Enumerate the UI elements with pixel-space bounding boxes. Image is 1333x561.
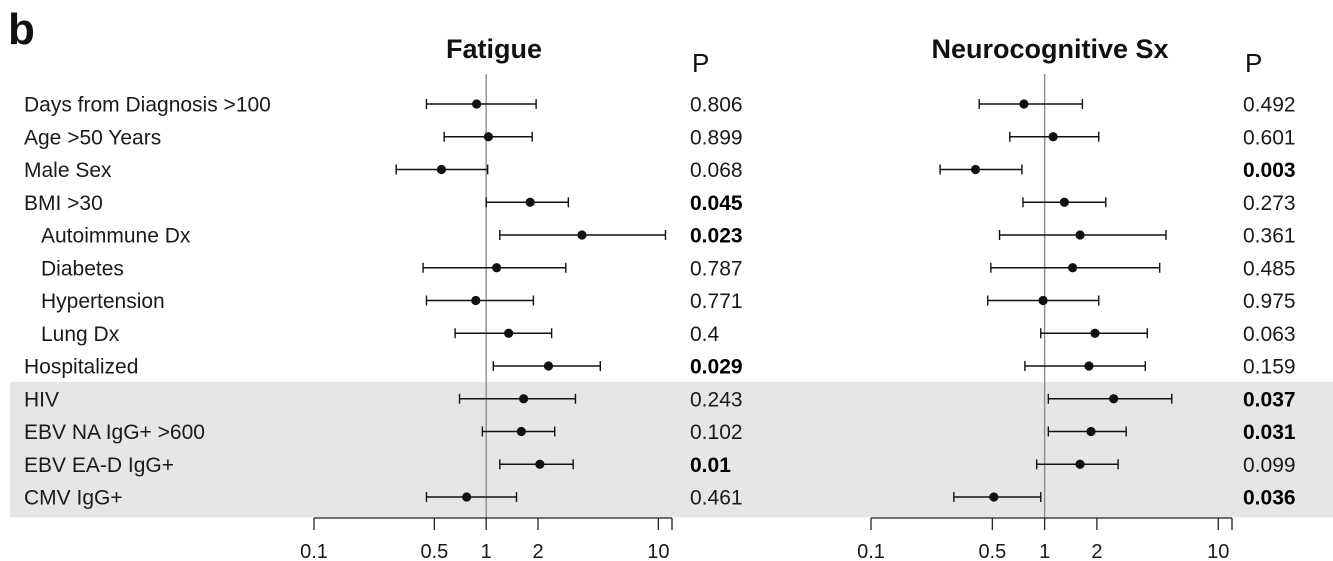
row-labels: Days from Diagnosis >100 Age >50 Years Mal… <box>24 94 271 510</box>
chart-title: Neurocognitive Sx <box>931 34 1168 64</box>
x-tick-label: 0.1 <box>857 541 885 561</box>
p-value: 0.01 <box>690 454 731 477</box>
point-estimate <box>577 230 587 240</box>
p-value: 0.787 <box>690 257 743 280</box>
p-value: 0.068 <box>690 159 743 182</box>
point-estimate <box>1109 394 1119 404</box>
chart-title: Fatigue <box>446 34 542 64</box>
row-label: CMV IgG+ <box>24 487 123 510</box>
p-value: 0.492 <box>1243 94 1296 117</box>
p-value: 0.003 <box>1243 159 1296 182</box>
p-value-header: P <box>1245 48 1262 78</box>
row-label: HIV <box>24 388 59 411</box>
row-label: Days from Diagnosis >100 <box>24 94 271 117</box>
point-estimate <box>1084 361 1094 371</box>
row-label: BMI >30 <box>24 192 103 215</box>
row-label: Lung Dx <box>41 323 120 346</box>
p-value: 0.045 <box>690 192 743 215</box>
point-estimate <box>516 426 526 437</box>
p-value: 0.771 <box>690 290 743 313</box>
p-value: 0.601 <box>1243 126 1296 149</box>
p-value: 0.361 <box>1243 225 1296 248</box>
point-estimate <box>1019 99 1029 109</box>
shaded-band <box>10 381 1333 518</box>
p-value: 0.159 <box>1243 356 1296 379</box>
p-value: 0.485 <box>1243 257 1296 280</box>
point-estimate <box>471 295 481 306</box>
point-estimate <box>1075 459 1085 469</box>
p-value: 0.273 <box>1243 192 1296 215</box>
row-label: Hospitalized <box>24 356 138 379</box>
point-estimate <box>519 394 529 404</box>
shaded-biomarker-band <box>10 381 1333 518</box>
p-value-header: P <box>692 48 709 78</box>
p-value: 0.031 <box>1243 421 1296 444</box>
point-estimate <box>1068 263 1078 273</box>
p-value: 0.099 <box>1243 454 1296 477</box>
p-value: 0.036 <box>1243 487 1296 510</box>
point-estimate <box>1048 132 1058 142</box>
row-label: Diabetes <box>41 257 124 280</box>
panel-label: b <box>8 5 35 54</box>
row-label: EBV NA IgG+ >600 <box>24 421 205 444</box>
point-estimate <box>989 492 999 502</box>
p-value: 0.023 <box>690 225 743 248</box>
row-label: Autoimmune Dx <box>41 225 191 248</box>
p-value: 0.243 <box>690 388 743 411</box>
x-tick-label: 0.5 <box>420 541 448 561</box>
neurocognitive-panel: Neurocognitive Sx P 0.1 0.5 1 2 10 0.492 0.601 0.… <box>857 34 1296 561</box>
x-tick-label: 10 <box>647 541 669 561</box>
point-estimate <box>462 492 472 502</box>
x-tick-label: 2 <box>532 541 543 561</box>
p-value: 0.063 <box>1243 323 1296 346</box>
x-tick-label: 0.5 <box>978 541 1006 561</box>
point-estimate <box>492 263 502 273</box>
point-estimate <box>436 164 447 175</box>
p-value: 0.029 <box>690 356 743 379</box>
point-estimate <box>483 132 493 142</box>
p-value: 0.975 <box>1243 290 1296 313</box>
point-estimate <box>1038 295 1048 306</box>
point-estimate <box>1090 328 1100 338</box>
p-value: 0.899 <box>690 126 743 149</box>
p-value: 0.806 <box>690 94 743 117</box>
point-estimate <box>504 328 514 338</box>
point-estimate <box>535 459 545 469</box>
p-value: 0.102 <box>690 421 743 444</box>
x-tick-label: 10 <box>1207 541 1229 561</box>
point-estimate <box>1075 230 1085 240</box>
p-value: 0.037 <box>1243 388 1296 411</box>
point-estimate <box>525 197 535 207</box>
p-value: 0.461 <box>690 487 743 510</box>
x-tick-label: 1 <box>481 541 492 561</box>
row-label: Age >50 Years <box>24 126 161 149</box>
p-value: 0.4 <box>690 323 720 346</box>
point-estimate <box>1059 197 1070 207</box>
x-tick-label: 0.1 <box>300 541 328 561</box>
point-estimate <box>543 361 554 371</box>
row-label: Hypertension <box>41 290 165 313</box>
x-tick-label: 1 <box>1039 541 1050 561</box>
row-label: Male Sex <box>24 159 112 182</box>
row-label: EBV EA-D IgG+ <box>24 454 174 477</box>
x-tick-label: 2 <box>1091 541 1102 561</box>
fatigue-panel: Fatigue P 0.1 0.5 1 2 10 0.806 0.899 0.068 0.045 0.… <box>300 34 743 561</box>
point-estimate <box>970 164 981 175</box>
point-estimate <box>472 99 482 109</box>
point-estimate <box>1086 426 1096 437</box>
